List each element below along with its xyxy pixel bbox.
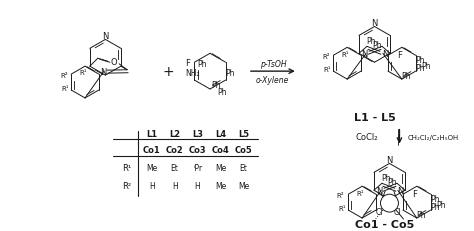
Text: N: N [102, 32, 109, 41]
Text: o-Xylene: o-Xylene [256, 75, 290, 84]
Text: NH₂: NH₂ [185, 68, 200, 77]
Text: R²: R² [60, 73, 68, 79]
Text: R¹: R¹ [341, 52, 349, 58]
Text: Ph: Ph [436, 200, 446, 209]
Text: Me: Me [146, 163, 157, 172]
Text: Ph: Ph [415, 63, 424, 72]
Text: Ph: Ph [372, 41, 382, 50]
Text: Ph: Ph [217, 88, 227, 97]
Text: Ph: Ph [211, 80, 221, 89]
Text: Co2: Co2 [166, 145, 183, 154]
Text: Co4: Co4 [211, 145, 229, 154]
Text: Ph: Ph [225, 68, 234, 77]
Text: Ph: Ph [387, 177, 397, 186]
Text: R¹: R¹ [324, 67, 331, 73]
Text: N: N [361, 50, 367, 58]
Text: +: + [163, 65, 174, 79]
Text: Ph: Ph [366, 37, 376, 46]
Text: Ph: Ph [381, 173, 391, 182]
Text: L2: L2 [169, 130, 180, 139]
Text: L4: L4 [215, 130, 226, 139]
Text: R¹: R¹ [356, 190, 364, 196]
Text: R¹: R¹ [338, 205, 346, 211]
Text: R¹: R¹ [122, 163, 131, 172]
Text: L5: L5 [238, 130, 249, 139]
Text: Ph: Ph [430, 194, 439, 203]
Text: N: N [100, 67, 106, 76]
Text: R²: R² [323, 54, 330, 60]
Text: ⁱPr: ⁱPr [193, 163, 202, 172]
Text: Ph: Ph [197, 59, 207, 68]
Text: Ph: Ph [416, 210, 426, 219]
Text: F: F [412, 189, 417, 198]
Text: Et: Et [239, 163, 247, 172]
Text: L1: L1 [146, 130, 157, 139]
Text: Co: Co [384, 199, 395, 208]
Text: N: N [386, 155, 392, 164]
Text: Co1 - Co5: Co1 - Co5 [355, 219, 414, 229]
Text: Co3: Co3 [189, 145, 206, 154]
Text: Cl: Cl [376, 207, 383, 216]
Text: F: F [397, 51, 402, 60]
Text: H: H [195, 181, 201, 190]
Text: H: H [172, 181, 178, 190]
Text: L1 - L5: L1 - L5 [354, 112, 395, 122]
Text: p-TsOH: p-TsOH [260, 59, 286, 68]
Text: CoCl₂: CoCl₂ [355, 133, 377, 142]
Text: R²: R² [122, 181, 131, 190]
Text: Co1: Co1 [143, 145, 161, 154]
Text: CH₂Cl₂/C₂H₅OH: CH₂Cl₂/C₂H₅OH [408, 134, 459, 140]
Text: Et: Et [171, 163, 179, 172]
Text: N: N [376, 186, 382, 195]
Text: Ph: Ph [415, 55, 424, 64]
Circle shape [381, 194, 399, 212]
Text: O: O [110, 58, 117, 67]
Text: F: F [185, 58, 190, 67]
Text: Me: Me [215, 181, 226, 190]
Text: H: H [149, 181, 155, 190]
Text: N: N [382, 50, 388, 58]
Text: Me: Me [238, 181, 249, 190]
Text: Me: Me [215, 163, 226, 172]
Text: Ph: Ph [430, 202, 439, 211]
Text: Ph: Ph [401, 71, 410, 80]
Text: L3: L3 [192, 130, 203, 139]
Text: Ph: Ph [421, 61, 430, 70]
Text: Co5: Co5 [235, 145, 252, 154]
Text: N: N [397, 186, 403, 195]
Text: R²: R² [337, 192, 344, 198]
Text: R¹: R¹ [62, 86, 69, 92]
Text: Cl: Cl [394, 207, 401, 216]
Text: N: N [371, 19, 378, 28]
Text: R¹: R¹ [79, 70, 87, 76]
